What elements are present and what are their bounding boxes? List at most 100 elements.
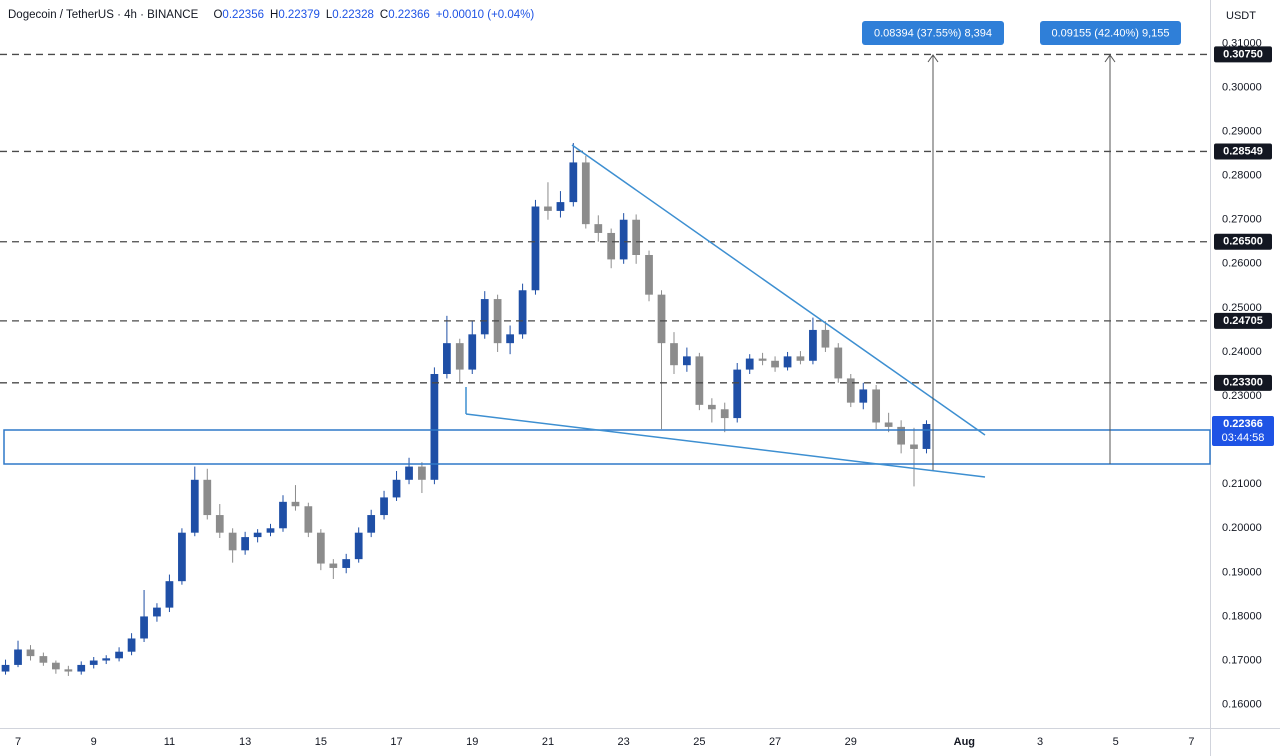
level-label-box (1214, 46, 1272, 63)
candle-body (304, 506, 313, 533)
level-label: 0.24705 (1223, 315, 1263, 327)
candle-body (430, 374, 439, 480)
candle-body (115, 651, 123, 659)
x-tick-label: 25 (693, 736, 705, 748)
candle-body (645, 254, 653, 295)
candle-body (594, 224, 603, 233)
x-tick-label: 7 (15, 736, 21, 748)
ohlc-key: C (380, 9, 388, 21)
candle-body (872, 389, 881, 423)
y-tick-label: 0.16000 (1222, 699, 1262, 711)
candle-body (342, 559, 351, 568)
candle-body (253, 532, 262, 538)
candle-body (266, 528, 275, 533)
level-label-box (1214, 312, 1272, 329)
candle-body (64, 669, 73, 672)
candle-body (695, 356, 704, 405)
lower-trendline (465, 413, 986, 478)
x-tick-label: 9 (91, 736, 97, 748)
ohlc-key: O (213, 9, 222, 21)
candle-body (329, 563, 338, 568)
y-tick-label: 0.31000 (1222, 37, 1262, 49)
last-price-box (1212, 415, 1274, 446)
x-tick-label: 17 (390, 736, 402, 748)
support-zone (3, 429, 1211, 465)
candle-body (380, 497, 388, 516)
candle-body (127, 638, 136, 652)
candle-body (922, 423, 931, 449)
level-label: 0.28549 (1223, 145, 1263, 157)
candle-body (316, 532, 325, 564)
candle-body (884, 422, 893, 427)
y-tick-label: 0.30000 (1222, 81, 1262, 93)
candle-body (821, 329, 830, 348)
plot-area (0, 53, 1210, 676)
candle-body (683, 356, 691, 366)
countdown: 03:44:58 (1222, 432, 1265, 444)
candle-body (190, 479, 199, 533)
x-tick-label: 3 (1037, 736, 1043, 748)
y-tick-label: 0.28000 (1222, 170, 1262, 182)
candle-body (809, 329, 817, 361)
candle-body (215, 515, 224, 533)
candle-body (418, 466, 426, 480)
candle-body (1, 664, 10, 672)
ohlc-value: 0.22328 (332, 9, 374, 21)
y-tick-label: 0.19000 (1222, 566, 1262, 578)
candle-body (26, 649, 35, 657)
candle-body (228, 532, 237, 551)
candle-body (89, 660, 98, 665)
measure-box (1040, 21, 1181, 45)
change: +0.00010 (+0.04%) (436, 9, 535, 21)
x-tick-label: 29 (845, 736, 857, 748)
candle-body (392, 479, 401, 498)
candle-body (745, 358, 754, 370)
candle-body (291, 501, 300, 507)
y-tick-label: 0.27000 (1222, 214, 1262, 226)
candle-body (51, 662, 60, 670)
candle-body (531, 206, 540, 291)
y-tick-label: 0.18000 (1222, 610, 1262, 622)
candle-body (279, 501, 287, 529)
candle-body (619, 219, 628, 260)
price-axis: 0.31000 0.30000 0.29000 0.28000 0.27000 0.260… (1212, 37, 1274, 711)
y-tick-label: 0.25000 (1222, 302, 1262, 314)
y-tick-label: 0.17000 (1222, 654, 1262, 666)
x-tick-label: 5 (1113, 736, 1119, 748)
measure-box (862, 21, 1004, 45)
candle-body (607, 232, 616, 260)
arrow-head (1104, 54, 1116, 63)
candle-body (39, 656, 48, 663)
y-tick-label: 0.26000 (1222, 258, 1262, 270)
level-label-box (1214, 233, 1272, 250)
candle-body (910, 444, 918, 449)
candle-body (796, 356, 805, 361)
x-tick-label: Aug (954, 736, 975, 748)
level-label-box (1214, 374, 1272, 391)
candle-body (859, 389, 868, 403)
x-tick-label: 19 (466, 736, 478, 748)
candle-body (897, 426, 905, 445)
candle-body (405, 466, 413, 480)
candle-body (720, 409, 729, 419)
ohlc-value: 0.22366 (388, 9, 430, 21)
y-tick-label: 0.21000 (1222, 478, 1262, 490)
candle-body (733, 369, 742, 419)
candle-body (783, 356, 792, 368)
candle-body (354, 532, 363, 560)
candle-body (657, 294, 666, 344)
candle-body (670, 343, 678, 366)
upper-trendline (571, 144, 986, 436)
candle-body (443, 343, 451, 375)
candle-body (178, 532, 186, 582)
symbol: Dogecoin / TetherUS · 4h · BINANCE (8, 9, 199, 21)
drawings (3, 144, 1211, 478)
candle-body (556, 202, 565, 211)
candle-body (153, 607, 161, 617)
candle-body (367, 515, 376, 533)
candle-body (480, 299, 489, 335)
candle-body (834, 347, 843, 379)
x-tick-label: 7 (1188, 736, 1194, 748)
level-label-box (1214, 143, 1272, 160)
